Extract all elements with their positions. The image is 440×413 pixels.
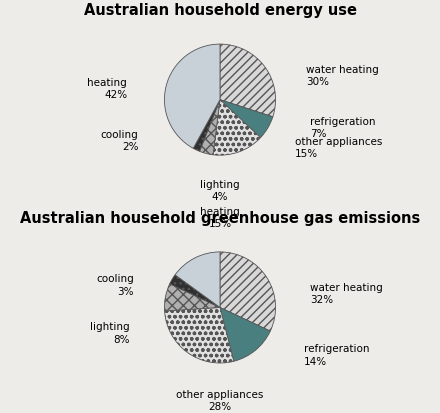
Wedge shape <box>220 45 275 118</box>
Text: other appliances
15%: other appliances 15% <box>295 136 382 159</box>
Text: lighting
4%: lighting 4% <box>200 179 240 202</box>
Wedge shape <box>170 275 220 308</box>
Wedge shape <box>165 308 234 363</box>
Wedge shape <box>165 45 220 149</box>
Wedge shape <box>200 100 220 155</box>
Text: refrigeration
14%: refrigeration 14% <box>304 344 369 366</box>
Text: other appliances
28%: other appliances 28% <box>176 389 264 411</box>
Title: Australian household greenhouse gas emissions: Australian household greenhouse gas emis… <box>20 210 420 225</box>
Wedge shape <box>165 284 220 311</box>
Text: heating
42%: heating 42% <box>88 78 127 100</box>
Text: lighting
8%: lighting 8% <box>90 321 130 344</box>
Text: heating
15%: heating 15% <box>200 206 240 229</box>
Text: refrigeration
7%: refrigeration 7% <box>310 116 376 139</box>
Title: Australian household energy use: Australian household energy use <box>84 3 356 18</box>
Wedge shape <box>220 308 270 361</box>
Wedge shape <box>220 252 275 331</box>
Wedge shape <box>213 100 260 156</box>
Text: cooling
2%: cooling 2% <box>101 130 138 152</box>
Wedge shape <box>193 100 220 152</box>
Text: cooling
3%: cooling 3% <box>96 274 134 296</box>
Text: water heating
30%: water heating 30% <box>306 64 379 87</box>
Wedge shape <box>175 252 220 308</box>
Wedge shape <box>220 100 273 138</box>
Text: water heating
32%: water heating 32% <box>310 282 383 304</box>
